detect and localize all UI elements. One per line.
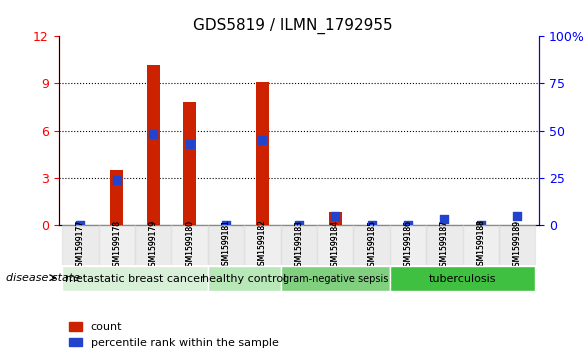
Point xyxy=(149,131,158,137)
Text: tuberculosis: tuberculosis xyxy=(429,274,496,284)
Text: GSM1599185: GSM1599185 xyxy=(367,220,376,270)
Point xyxy=(476,222,486,228)
Bar xyxy=(256,82,269,225)
Text: GSM1599188: GSM1599188 xyxy=(476,220,485,270)
Text: GSM1599177: GSM1599177 xyxy=(76,220,85,270)
Point xyxy=(367,222,376,228)
Bar xyxy=(244,225,281,265)
FancyBboxPatch shape xyxy=(62,266,208,291)
Point xyxy=(513,213,522,219)
FancyBboxPatch shape xyxy=(208,266,281,291)
Text: GSM1599184: GSM1599184 xyxy=(331,220,340,270)
Text: GSM1599181: GSM1599181 xyxy=(222,220,230,270)
Point xyxy=(440,216,449,222)
Text: GSM1599187: GSM1599187 xyxy=(440,220,449,270)
Text: GSM1599178: GSM1599178 xyxy=(113,220,121,270)
Point xyxy=(294,222,304,228)
Text: GSM1599177: GSM1599177 xyxy=(76,220,85,270)
Bar xyxy=(390,225,426,265)
FancyBboxPatch shape xyxy=(281,266,390,291)
Text: gram-negative sepsis: gram-negative sepsis xyxy=(282,274,388,284)
Bar xyxy=(147,65,159,225)
Text: GSM1599187: GSM1599187 xyxy=(440,220,449,270)
Text: GSM1599180: GSM1599180 xyxy=(185,220,194,270)
Text: GSM1599180: GSM1599180 xyxy=(185,220,194,270)
Text: GDS5819 / ILMN_1792955: GDS5819 / ILMN_1792955 xyxy=(193,18,393,34)
Text: GSM1599184: GSM1599184 xyxy=(331,220,340,270)
Text: healthy control: healthy control xyxy=(202,274,287,284)
Text: GSM1599182: GSM1599182 xyxy=(258,220,267,270)
Bar xyxy=(317,225,353,265)
Text: GSM1599189: GSM1599189 xyxy=(513,220,522,270)
Text: GSM1599183: GSM1599183 xyxy=(294,220,304,270)
Text: disease state: disease state xyxy=(6,273,80,283)
Text: GSM1599178: GSM1599178 xyxy=(113,220,121,270)
Bar xyxy=(135,225,172,265)
Text: GSM1599181: GSM1599181 xyxy=(222,220,230,270)
Bar xyxy=(111,170,123,225)
Bar xyxy=(208,225,244,265)
Point xyxy=(258,137,267,143)
Bar xyxy=(353,225,390,265)
Point xyxy=(222,222,231,228)
Text: GSM1599179: GSM1599179 xyxy=(149,220,158,270)
FancyBboxPatch shape xyxy=(390,266,536,291)
Bar xyxy=(183,102,196,225)
Text: metastatic breast cancer: metastatic breast cancer xyxy=(65,274,205,284)
Text: GSM1599186: GSM1599186 xyxy=(404,220,413,270)
Text: GSM1599185: GSM1599185 xyxy=(367,220,376,270)
Legend: count, percentile rank within the sample: count, percentile rank within the sample xyxy=(64,318,283,352)
Bar xyxy=(329,212,342,225)
Bar xyxy=(463,225,499,265)
Text: GSM1599183: GSM1599183 xyxy=(294,220,304,270)
Bar xyxy=(281,225,317,265)
Bar xyxy=(98,225,135,265)
Text: GSM1599182: GSM1599182 xyxy=(258,220,267,270)
Bar xyxy=(426,225,463,265)
Bar xyxy=(172,225,208,265)
Point xyxy=(112,177,121,183)
Point xyxy=(331,213,340,219)
Text: GSM1599189: GSM1599189 xyxy=(513,220,522,270)
Text: GSM1599179: GSM1599179 xyxy=(149,220,158,270)
Text: GSM1599186: GSM1599186 xyxy=(404,220,413,270)
Bar xyxy=(62,225,98,265)
Text: GSM1599188: GSM1599188 xyxy=(476,220,485,270)
Bar xyxy=(499,225,536,265)
Point xyxy=(185,141,195,147)
Point xyxy=(76,222,85,228)
Point xyxy=(403,222,413,228)
